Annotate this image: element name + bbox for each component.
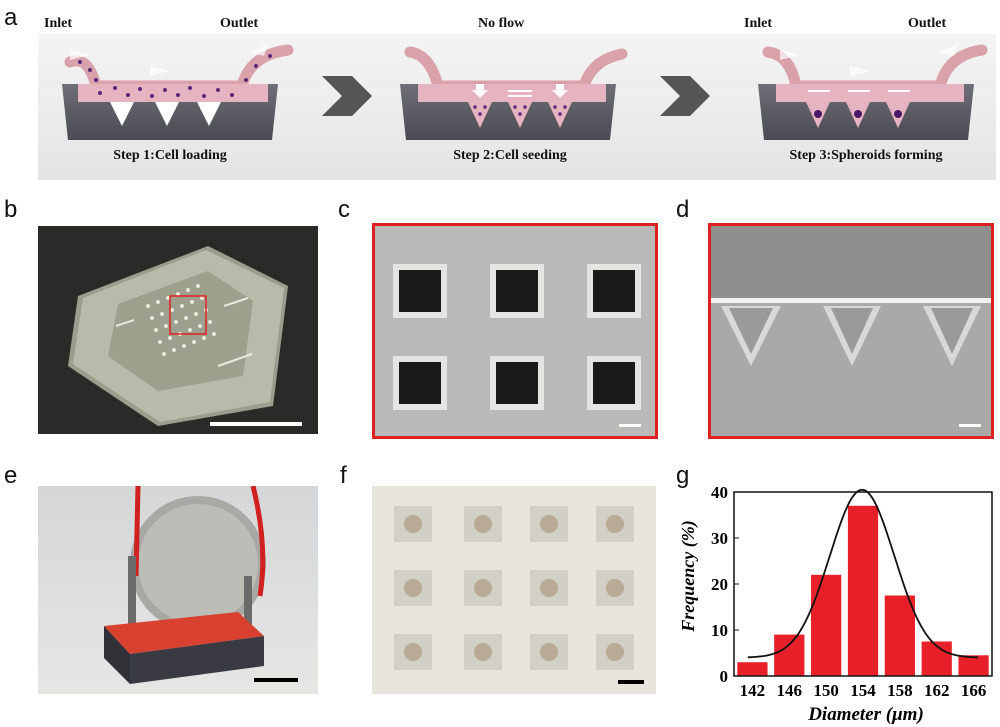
x-tick-label: 146	[777, 681, 803, 700]
schematic-svg	[62, 44, 988, 140]
panel-label-g: g	[676, 462, 690, 489]
spheroid-photo	[372, 486, 656, 694]
bar-150	[811, 574, 842, 676]
step3-outlet-label: Outlet	[908, 16, 947, 31]
x-tick-label: 166	[961, 681, 987, 700]
chevron-arrow-1	[322, 76, 372, 116]
y-axis-label: Frequency (%)	[678, 520, 699, 632]
step2-noflow-label: No flow	[478, 16, 525, 31]
bar-146	[774, 634, 805, 676]
y-tick-label: 20	[711, 575, 728, 594]
sem-top-view	[372, 223, 658, 439]
device-photo	[38, 486, 318, 694]
chip-photo	[38, 226, 318, 434]
scale-bar-c	[619, 424, 641, 427]
x-tick-label: 154	[850, 681, 876, 700]
x-axis-label: Diameter (μm)	[807, 704, 924, 725]
sem-wells	[393, 264, 641, 410]
bar-142	[737, 662, 768, 676]
scale-bar-e	[254, 678, 298, 682]
panel-label-b: b	[4, 196, 18, 223]
step2-diagram	[400, 46, 628, 140]
bar-166	[958, 655, 989, 676]
step3-caption: Step 3:Spheroids forming	[789, 148, 943, 163]
y-tick-label: 30	[711, 529, 728, 548]
bar-162	[921, 641, 952, 676]
scale-bar-d	[959, 424, 981, 427]
gaussian-fit-curve	[747, 488, 979, 659]
step1-inlet-label: Inlet	[44, 16, 72, 31]
step1-diagram	[62, 44, 294, 140]
panel-label-c: c	[338, 196, 350, 223]
step2-caption: Step 2:Cell seeding	[453, 148, 567, 163]
y-tick-label: 0	[720, 667, 729, 686]
panel-label-e: e	[4, 462, 18, 489]
y-tick-label: 10	[711, 621, 728, 640]
sem-cross-section	[708, 223, 994, 439]
step1-outlet-label: Outlet	[220, 16, 259, 31]
panel-label-a: a	[4, 4, 18, 31]
step1-caption: Step 1:Cell loading	[113, 148, 227, 163]
step3-diagram	[758, 44, 988, 140]
scale-bar-f	[618, 680, 644, 684]
x-tick-label: 162	[924, 681, 950, 700]
bar-158	[884, 595, 915, 676]
step3-inlet-label: Inlet	[744, 16, 772, 31]
chevron-arrow-2	[660, 76, 710, 116]
x-tick-label: 158	[887, 681, 913, 700]
x-tick-label: 150	[813, 681, 839, 700]
y-tick-label: 40	[711, 483, 728, 502]
diameter-histogram: 0 10 20 30 40 142 146 150 154 158 162 166 Frequenc…	[678, 483, 993, 725]
bar-154	[847, 505, 879, 676]
scale-bar-b	[210, 422, 302, 426]
x-tick-label: 142	[740, 681, 766, 700]
panel-label-d: d	[676, 196, 690, 223]
panel-label-f: f	[340, 462, 347, 489]
